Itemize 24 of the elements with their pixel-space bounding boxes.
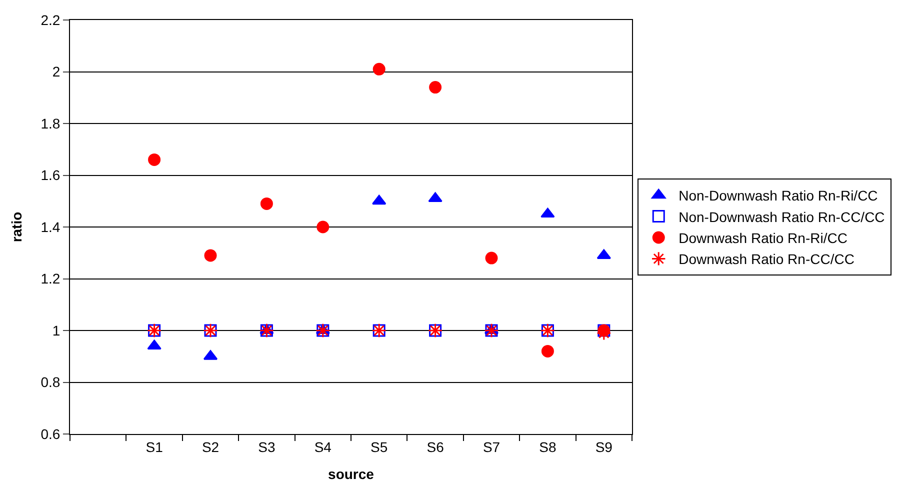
legend-label: Non-Downwash Ratio Rn-Ri/CC [678,188,878,204]
x-tick-label: S7 [482,438,500,455]
x-tick-label: S3 [258,438,276,455]
y-tick-label: 1.6 [40,167,60,184]
x-tick-label: S4 [314,438,332,455]
y-tick-label: 1.4 [40,218,60,235]
y-tick-label: 0.6 [40,426,60,442]
x-tick-label: S6 [426,438,444,455]
y-tick-label: 2.2 [40,12,60,28]
y-tick-label: 2 [52,64,60,80]
y-tick-label: 0.8 [40,374,60,390]
x-axis-title: source [328,466,374,482]
legend-label: Downwash Ratio Rn-CC/CC [678,251,854,268]
x-tick-label: S9 [595,438,613,455]
y-tick-label: 1.8 [40,115,60,132]
x-tick-label: S2 [202,438,220,455]
legend-label: Downwash Ratio Rn-Ri/CC [678,230,848,246]
x-tick-label: S5 [370,438,388,455]
legend-label: Non-Downwash Ratio Rn-CC/CC [678,208,885,225]
x-tick-label: S8 [539,438,556,455]
x-tick-label: S1 [146,438,164,455]
y-tick-label: 1.2 [40,270,60,287]
y-tick-label: 1 [52,322,60,338]
y-axis-title: ratio [8,212,24,242]
